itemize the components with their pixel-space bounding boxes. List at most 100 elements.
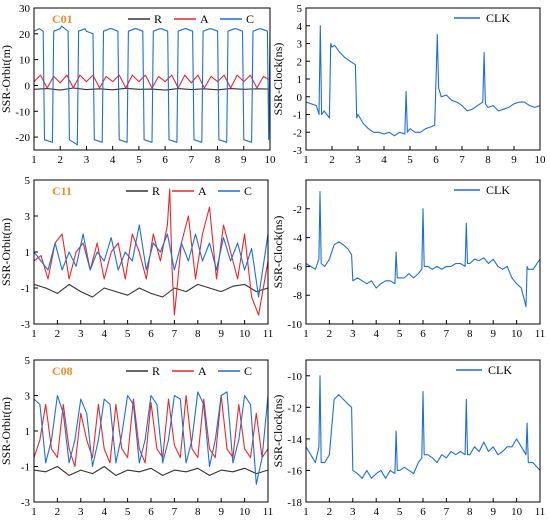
y-tick-label: -10 xyxy=(15,106,30,118)
legend-label-a: A xyxy=(198,364,207,378)
y-tick-label: -2 xyxy=(293,204,302,216)
y-tick-label: 3 xyxy=(297,39,303,51)
legend-label-clk: CLK xyxy=(486,183,510,197)
y-tick-label: 10 xyxy=(19,55,31,67)
y-tick-label: -8 xyxy=(293,290,303,302)
panel-c08-clock: 1 2 3 4 5 6 7 8 9 10 11 -18 -16 -14 -12 -10SSR-Clock(ns… xyxy=(271,359,545,518)
x-tick-label: 9 xyxy=(241,154,247,166)
x-tick-label: 2 xyxy=(55,328,61,340)
x-tick-label: 7 xyxy=(444,506,450,518)
y-tick-label: 4 xyxy=(297,21,303,33)
x-tick-label: 6 xyxy=(148,328,154,340)
x-tick-label: 6 xyxy=(433,154,439,166)
x-tick-label: 9 xyxy=(218,328,224,340)
x-tick-label: 4 xyxy=(101,328,107,340)
y-tick-label: -1 xyxy=(21,462,30,474)
x-tick-label: 1 xyxy=(303,154,309,166)
x-tick-label: 8 xyxy=(215,154,221,166)
legend-label-r: R xyxy=(152,184,160,198)
x-tick-label: 5 xyxy=(397,328,403,340)
x-tick-label: 7 xyxy=(189,154,195,166)
legend-label-a: A xyxy=(200,12,209,26)
y-tick-label: 0 xyxy=(25,80,31,92)
y-tick-label: 1 xyxy=(25,426,31,438)
y-tick-label: 5 xyxy=(297,3,303,15)
x-tick-label: 10 xyxy=(535,154,547,166)
x-tick-label: 2 xyxy=(327,506,333,518)
x-tick-label: 3 xyxy=(350,506,356,518)
y-tick-label: -3 xyxy=(21,497,31,509)
x-tick-label: 3 xyxy=(84,154,90,166)
y-tick-label: -2 xyxy=(293,127,302,139)
series-line-r xyxy=(34,465,268,476)
x-tick-label: 9 xyxy=(218,506,224,518)
series-line-r xyxy=(34,283,268,298)
y-tick-label: -3 xyxy=(293,145,303,157)
y-tick-label: -3 xyxy=(21,319,31,331)
x-tick-label: 2 xyxy=(329,154,335,166)
x-tick-label: 10 xyxy=(511,328,523,340)
y-tick-label: 3 xyxy=(25,211,31,223)
x-tick-label: 8 xyxy=(195,328,201,340)
y-tick-label: -10 xyxy=(287,371,302,383)
y-tick-label: -16 xyxy=(287,465,302,477)
x-tick-label: 2 xyxy=(55,506,61,518)
x-tick-label: 7 xyxy=(172,506,178,518)
x-tick-label: 5 xyxy=(136,154,142,166)
panel-c11-orbit: 1 2 3 4 5 6 7 8 9 10 11 -3 -1 1 3 5 SSR-Orbit(m) C11 R A C xyxy=(0,175,273,340)
x-tick-label: 9 xyxy=(511,154,517,166)
plot-frame xyxy=(33,359,269,503)
x-tick-label: 11 xyxy=(535,328,546,340)
y-axis-label: SSR-Clock(ns) xyxy=(271,216,285,289)
x-tick-label: 5 xyxy=(407,154,413,166)
y-tick-label: -20 xyxy=(15,132,30,144)
x-tick-label: 2 xyxy=(327,328,333,340)
x-tick-label: 10 xyxy=(511,506,523,518)
series-line-c xyxy=(34,25,270,146)
panel-c11-clock: 1 2 3 4 5 6 7 8 9 10 11 -10 -8 -6 -4 -2 SSR-Clock(ns) CLK xyxy=(271,179,546,340)
panel-c08-orbit: 1 2 3 4 5 6 7 8 9 10 11 -3 -1 1 3 5 SSR-Orbit(m) C08 R A C xyxy=(0,355,273,518)
x-tick-label: 4 xyxy=(381,154,387,166)
plot-frame xyxy=(33,7,271,151)
x-tick-label: 6 xyxy=(420,506,426,518)
y-axis-label: SSR-Orbit(m) xyxy=(0,397,13,465)
x-tick-label: 5 xyxy=(397,506,403,518)
plot-frame xyxy=(305,359,541,503)
y-tick-label: 5 xyxy=(25,175,31,187)
x-tick-label: 4 xyxy=(373,328,379,340)
series-line-c xyxy=(34,391,268,485)
y-tick-label: 1 xyxy=(25,247,31,259)
x-tick-label: 6 xyxy=(420,328,426,340)
panel-title: C11 xyxy=(52,184,72,198)
y-tick-label: 5 xyxy=(25,355,31,367)
y-axis-label: SSR-Orbit(m) xyxy=(0,45,13,113)
x-tick-label: 9 xyxy=(490,328,496,340)
panel-c01-clock: 1 2 3 4 5 6 7 8 9 10 -3 -2 -1 0 1 2 3 4 5 SSR-Clock(ns) CLK xyxy=(271,3,546,166)
x-tick-label: 7 xyxy=(459,154,465,166)
x-tick-label: 2 xyxy=(57,154,63,166)
plot-frame xyxy=(305,7,541,151)
x-tick-label: 3 xyxy=(78,328,84,340)
x-tick-label: 4 xyxy=(373,506,379,518)
x-tick-label: 10 xyxy=(239,506,251,518)
y-tick-label: 1 xyxy=(297,74,303,86)
x-tick-label: 3 xyxy=(350,328,356,340)
x-tick-label: 3 xyxy=(78,506,84,518)
y-tick-label: 30 xyxy=(19,3,31,15)
legend-label-r: R xyxy=(154,12,162,26)
x-tick-label: 11 xyxy=(263,506,274,518)
series-line-clk xyxy=(306,375,540,479)
y-axis-label: SSR-Orbit(m) xyxy=(0,218,13,286)
x-tick-label: 5 xyxy=(125,506,131,518)
panel-title: C01 xyxy=(52,12,73,26)
x-tick-label: 8 xyxy=(195,506,201,518)
x-tick-label: 1 xyxy=(31,328,37,340)
x-tick-label: 4 xyxy=(101,506,107,518)
series-line-clk xyxy=(306,25,540,137)
x-tick-label: 6 xyxy=(148,506,154,518)
x-tick-label: 1 xyxy=(31,506,37,518)
y-tick-label: -10 xyxy=(287,319,302,331)
legend-label-clk: CLK xyxy=(488,363,512,377)
legend-label-clk: CLK xyxy=(486,11,510,25)
